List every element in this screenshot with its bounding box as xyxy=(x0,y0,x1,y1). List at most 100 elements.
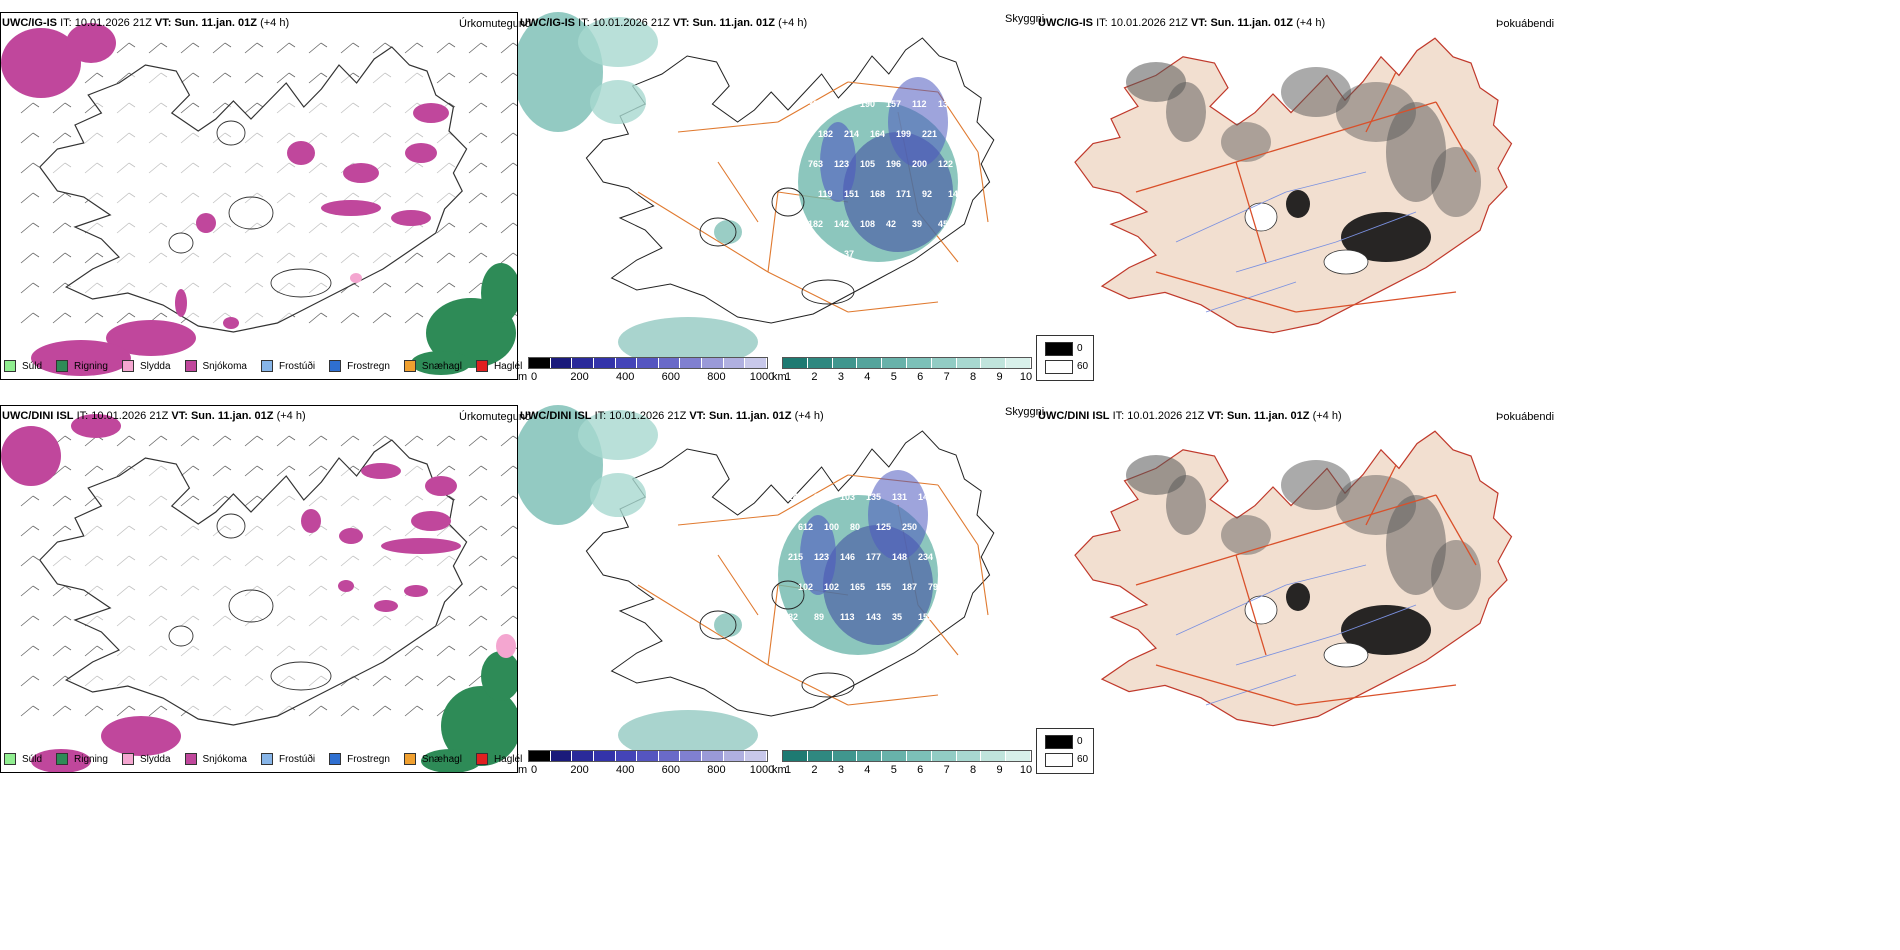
precip-area xyxy=(374,600,398,612)
wind-barb xyxy=(20,102,40,114)
precip-area xyxy=(339,528,363,544)
legend-label: Slydda xyxy=(139,753,171,765)
vis-scale-m-top: m 0 200 400 600 800 1000 xyxy=(518,357,774,387)
run-header-bottom-2: UWC/DINI ISL IT: 10.01.2026 21Z VT: Sun.… xyxy=(520,410,824,422)
vis-value-label: 190 xyxy=(860,99,875,109)
precip-area xyxy=(481,651,517,701)
vis-value-label: 108 xyxy=(860,219,875,229)
wind-barb xyxy=(52,222,72,234)
legend-swatch xyxy=(260,360,273,372)
wind-barb xyxy=(436,615,456,627)
precip-area xyxy=(338,580,354,592)
model-name: UWC/IG-IS xyxy=(2,17,57,29)
scale-tick: 0 xyxy=(530,764,538,776)
scale-tick: 2 xyxy=(811,371,818,383)
model-name: UWC/IG-IS xyxy=(520,17,575,29)
wind-barb xyxy=(148,705,168,717)
wind-barb xyxy=(180,495,200,507)
vis-area xyxy=(714,613,742,637)
legend-label: Frostúði xyxy=(278,360,316,372)
legend-swatch xyxy=(184,753,197,765)
legend-swatch xyxy=(403,360,416,372)
wind-barb xyxy=(244,72,264,84)
vis-value-label: 105 xyxy=(860,159,875,169)
it-value: 10.01.2026 21Z xyxy=(1127,410,1205,422)
iceland-coastline xyxy=(39,439,468,726)
model-name: UWC/DINI ISL xyxy=(2,410,74,422)
vis-value-label: 250 xyxy=(902,522,917,532)
wind-barb xyxy=(84,252,104,264)
vis-value-label: 215 xyxy=(788,552,803,562)
wind-barb xyxy=(436,42,456,54)
wind-barb xyxy=(116,435,136,447)
road xyxy=(637,191,769,273)
road xyxy=(767,271,849,313)
wind-barb xyxy=(372,675,392,687)
vis-area xyxy=(618,710,758,760)
wind-barb xyxy=(468,252,488,264)
wind-barb xyxy=(20,645,40,657)
glacier-outline xyxy=(168,625,194,647)
scale-swatch xyxy=(680,358,702,368)
scale-tick: 5 xyxy=(890,371,897,383)
wind-barb xyxy=(468,465,488,477)
precip-area xyxy=(301,509,321,533)
wind-barb xyxy=(500,555,517,567)
vis-value-label: 221 xyxy=(922,129,937,139)
wind-barb xyxy=(404,435,424,447)
legend-item: Rigning xyxy=(56,360,108,372)
legend-label: Slydda xyxy=(139,360,171,372)
scale-swatch xyxy=(745,751,767,761)
vt-label: VT: xyxy=(171,410,188,422)
scale-tick: 7 xyxy=(943,371,950,383)
vis-value-label: 123 xyxy=(834,159,849,169)
wind-barb xyxy=(372,282,392,294)
precip-legend-bottom: Súld Rigning Slydda Snjókoma Frostúði Frostre… xyxy=(4,747,536,771)
scale-tick: 3 xyxy=(837,371,844,383)
vis-value-label: 151 xyxy=(844,189,859,199)
scale-swatch xyxy=(637,358,659,368)
legend-item: Snjókoma xyxy=(184,360,247,372)
precip-area xyxy=(425,476,457,496)
wind-barb xyxy=(436,222,456,234)
fog-area xyxy=(1166,82,1206,142)
scale-tick: 1 xyxy=(784,371,792,383)
road xyxy=(1235,524,1337,556)
glacier-outline xyxy=(699,217,737,247)
legend-swatch xyxy=(4,360,16,372)
road xyxy=(1235,131,1337,163)
wind-barb xyxy=(340,312,360,324)
wind-barb xyxy=(84,312,104,324)
vis-value-label: 135 xyxy=(866,492,881,502)
offset: (+4 h) xyxy=(276,410,306,422)
model-name: UWC/DINI ISL xyxy=(520,410,592,422)
scale-swatch xyxy=(615,358,638,368)
fog-area xyxy=(1126,62,1186,102)
wind-barb xyxy=(52,102,72,114)
legend-swatch xyxy=(4,753,16,765)
precip-area xyxy=(496,634,516,658)
scale-swatch xyxy=(807,358,833,368)
vis-value-label: 171 xyxy=(896,189,911,199)
wind-barb xyxy=(308,312,328,324)
wind-barb xyxy=(20,525,40,537)
wind-barb xyxy=(308,435,328,447)
scale-swatch xyxy=(906,751,932,761)
scale-unit: m xyxy=(518,764,528,776)
wind-barb xyxy=(276,465,296,477)
wind-barb xyxy=(20,555,40,567)
road xyxy=(677,121,779,133)
vis-value-label: 103 xyxy=(840,492,855,502)
scale-bar xyxy=(782,750,1032,762)
scale-tick: 400 xyxy=(616,371,635,383)
legend-swatch xyxy=(121,753,134,765)
road xyxy=(1295,684,1457,706)
scale-swatch xyxy=(931,751,957,761)
visibility-map-top: 326 177 190 157 112 139 182 214 164 199 221 166 763 1… xyxy=(518,12,995,367)
offset: (+4 h) xyxy=(778,17,808,29)
wind-barb xyxy=(212,435,232,447)
wind-barb xyxy=(340,435,360,447)
wind-barb xyxy=(404,42,424,54)
vis-value-label: 125 xyxy=(876,522,891,532)
glacier-outline xyxy=(801,279,855,305)
